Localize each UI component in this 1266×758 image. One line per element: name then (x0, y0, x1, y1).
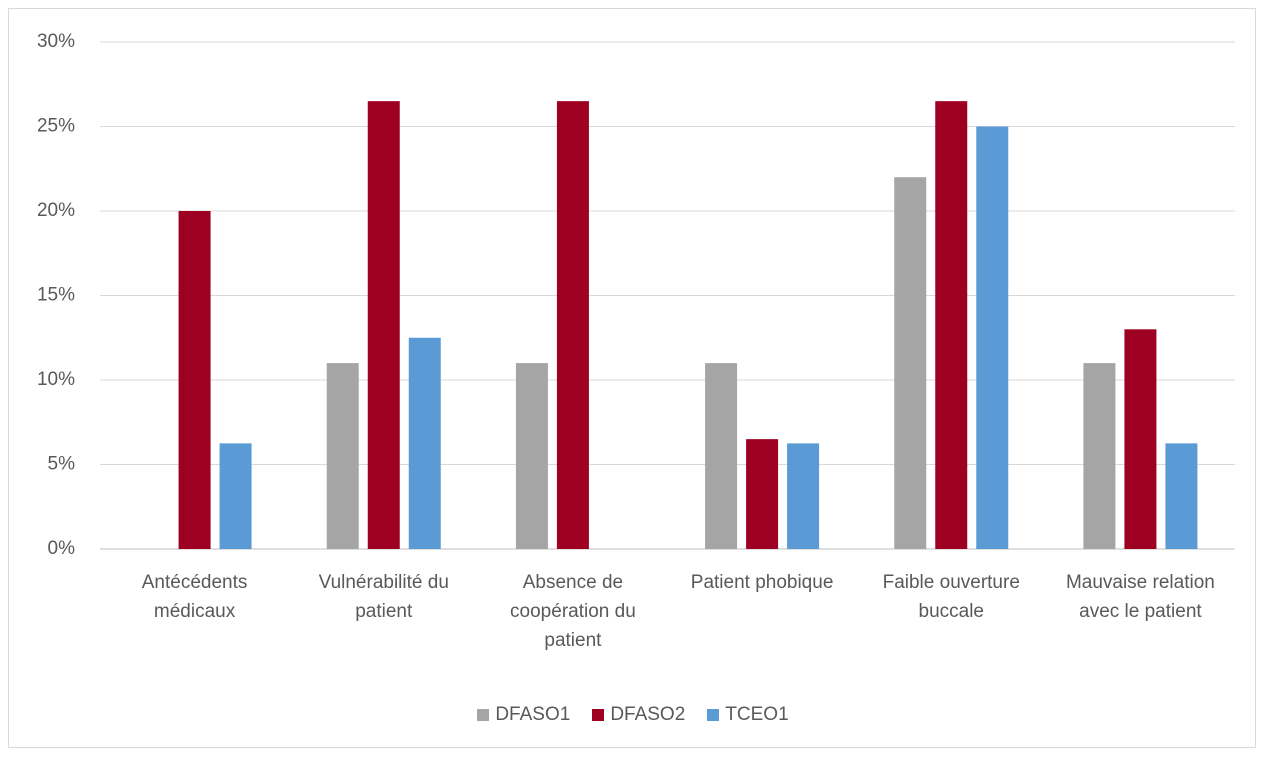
bar (787, 443, 820, 549)
y-tick-label: 0% (48, 538, 76, 559)
x-tick-label: Vulnérabilité du patient (318, 572, 449, 622)
y-tick-label: 15% (37, 285, 75, 306)
bar (1165, 443, 1198, 549)
x-tick-label: Absence de coopération du patient (510, 572, 636, 651)
legend-swatch (707, 709, 720, 721)
legend-item: DFASO1 (477, 704, 570, 726)
bar (976, 126, 1009, 549)
bar (705, 363, 738, 549)
bar (326, 363, 359, 549)
bar (894, 177, 927, 549)
x-tick-label: Patient phobique (690, 572, 834, 593)
bar (408, 337, 441, 549)
legend-label: DFASO2 (610, 704, 686, 725)
bar (1124, 329, 1157, 549)
y-tick-label: 5% (48, 454, 76, 475)
bar (367, 101, 400, 550)
y-tick-label: 25% (37, 116, 75, 137)
bar (935, 101, 968, 550)
bar (556, 101, 589, 550)
x-tick-label: Antécédents médicaux (141, 572, 248, 622)
legend-item: TCEO1 (707, 704, 789, 726)
legend-item: DFASO2 (592, 704, 685, 726)
legend-label: TCEO1 (725, 704, 789, 725)
chart-frame (8, 8, 1256, 748)
x-tick-label: Mauvaise relation avec le patient (1065, 572, 1215, 622)
legend-swatch (592, 709, 605, 721)
y-tick-label: 30% (37, 31, 75, 52)
legend: DFASO1 DFASO2 TCEO1 (0, 704, 1266, 726)
y-tick-label: 20% (37, 200, 75, 221)
legend-label: DFASO1 (495, 704, 571, 725)
legend-swatch (477, 709, 490, 721)
bar (1083, 363, 1116, 549)
bar (515, 363, 548, 549)
x-tick-label: Faible ouverture buccale (882, 572, 1020, 622)
bar (219, 443, 252, 549)
bar (178, 211, 211, 549)
bar (746, 439, 779, 549)
y-tick-label: 10% (37, 369, 75, 390)
